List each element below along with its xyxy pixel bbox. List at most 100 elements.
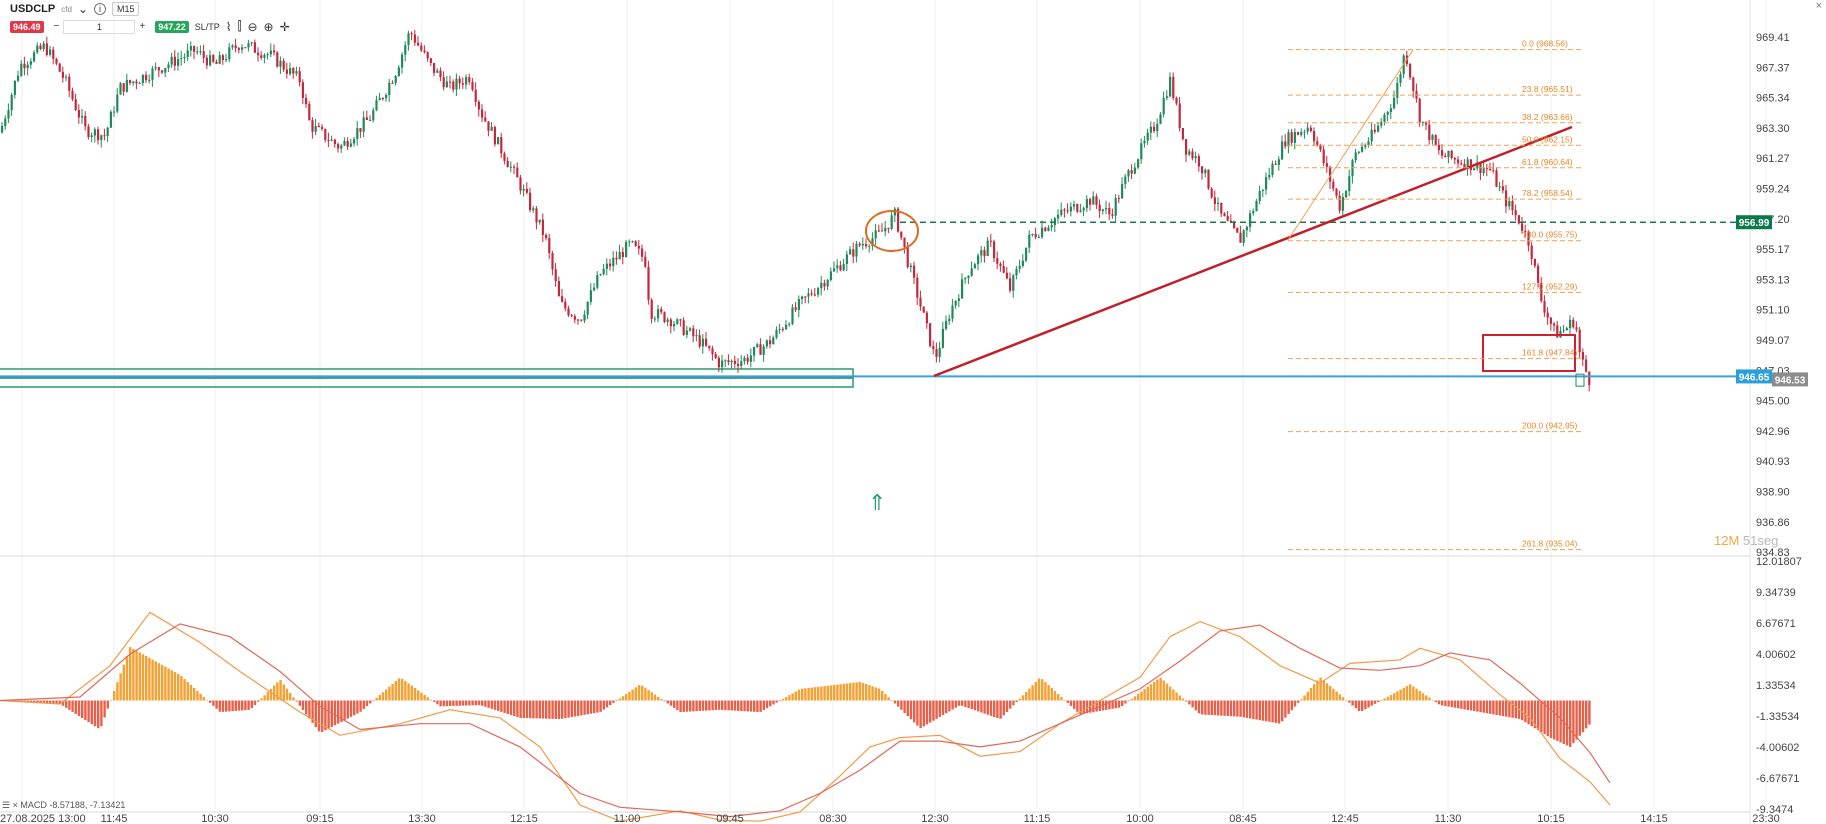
plus-button[interactable]: +: [139, 21, 146, 32]
line-chart-icon[interactable]: ⌇: [225, 19, 232, 34]
macd-histogram-bar: [839, 684, 842, 701]
candle-body: [301, 82, 304, 98]
candle-body: [173, 56, 176, 66]
macd-histogram-bar: [605, 700, 609, 708]
info-icon[interactable]: i: [93, 3, 106, 15]
candle-body: [727, 360, 730, 363]
candle-body: [669, 319, 672, 327]
candle-body: [135, 81, 138, 84]
candle-body: [762, 346, 765, 355]
macd-histogram-bar: [1588, 700, 1591, 725]
macd-histogram-bar: [1418, 690, 1421, 701]
candle-body: [1069, 206, 1072, 212]
macd-histogram-bar: [673, 700, 676, 708]
candle-body: [849, 249, 852, 255]
macd-histogram-bar: [1236, 700, 1239, 717]
macd-histogram-bar: [653, 694, 657, 701]
macd-histogram-bar: [762, 700, 765, 711]
candle-body: [941, 328, 944, 348]
candle-body: [1549, 317, 1552, 324]
macd-histogram-bar: [285, 688, 289, 701]
candle-body: [909, 265, 912, 268]
indicator-close-icon[interactable]: ×: [12, 800, 18, 810]
macd-histogram-bar: [669, 700, 673, 706]
candle-body: [797, 299, 800, 310]
candle-body: [349, 143, 352, 147]
candle-body: [13, 80, 16, 95]
macd-histogram-bar: [426, 697, 429, 701]
trend-line: [933, 125, 1573, 378]
candle-body: [817, 288, 820, 295]
candle-body: [586, 301, 589, 315]
candle-body: [1057, 214, 1060, 219]
candle-body: [906, 247, 909, 268]
macd-histogram-bar: [698, 700, 701, 711]
macd-histogram-bar: [308, 700, 311, 719]
crosshair-icon[interactable]: ✛: [279, 19, 290, 34]
sell-price-button[interactable]: 946.49: [10, 20, 44, 33]
macd-histogram-bar: [1073, 700, 1076, 709]
macd-histogram-bar: [247, 700, 250, 710]
candle-body: [497, 137, 500, 145]
zoom-out-icon[interactable]: ⊖: [247, 19, 258, 34]
quantity-input[interactable]: 1: [63, 19, 136, 34]
macd-histogram-bar: [1185, 700, 1188, 702]
macd-histogram-bar: [708, 700, 711, 711]
candle-body: [71, 90, 74, 100]
candle-body: [250, 42, 253, 44]
candle-body: [369, 119, 372, 121]
macd-histogram-bar: [951, 700, 954, 710]
macd-histogram-bar: [193, 687, 196, 701]
candle-body: [484, 117, 487, 122]
macd-histogram-bar: [1335, 691, 1338, 701]
candle-body: [186, 50, 189, 57]
candles-icon[interactable]: ⫿: [237, 19, 242, 33]
macd-histogram-bar: [1585, 700, 1588, 729]
macd-histogram-bar: [1537, 700, 1540, 731]
macd-histogram-bar: [228, 700, 231, 712]
candle-body: [1089, 199, 1092, 205]
macd-histogram-bar: [541, 700, 545, 719]
candle-body: [295, 71, 298, 74]
macd-histogram-bar: [305, 700, 308, 715]
candle-body: [260, 55, 263, 58]
candle-body: [733, 360, 736, 364]
candle-body: [449, 81, 452, 83]
candle-body: [20, 63, 23, 76]
macd-histogram-bar: [365, 700, 369, 707]
candle-body: [1204, 169, 1207, 174]
candle-body: [1181, 128, 1184, 140]
buy-price-button[interactable]: 947.22: [155, 20, 189, 33]
candle-body: [689, 328, 692, 331]
candle-body: [967, 275, 970, 279]
macd-histogram-bar: [58, 700, 61, 704]
close-icon[interactable]: ×: [1815, 0, 1822, 12]
candle-body: [1322, 149, 1325, 164]
symbol-label[interactable]: USDCLP: [10, 3, 56, 15]
minus-button[interactable]: −: [53, 21, 60, 32]
timeframe-select[interactable]: M15: [111, 2, 140, 16]
fib-level-label: 161.8 (947.84): [1522, 348, 1577, 358]
candle-body: [401, 54, 404, 68]
candle-body: [717, 357, 720, 368]
candle-body: [327, 139, 330, 141]
candle-body: [1319, 144, 1322, 150]
macd-histogram-bar: [836, 684, 839, 701]
sltp-button[interactable]: SL/TP: [194, 21, 220, 32]
fib-level-label: 261.8 (935.04): [1522, 539, 1577, 549]
candle-body: [993, 241, 996, 259]
fib-level-label: 38.2 (963.66): [1522, 112, 1573, 122]
candle-body: [1540, 282, 1543, 301]
macd-histogram-bar: [378, 695, 381, 701]
chevron-down-icon[interactable]: ⌄: [77, 2, 88, 16]
fib-level-label: 0.0 (968.56): [1522, 39, 1568, 49]
candle-body: [269, 50, 272, 55]
zoom-in-icon[interactable]: ⊕: [263, 19, 274, 34]
candle-body: [634, 241, 637, 246]
indicator-menu-icon[interactable]: ☰: [2, 800, 11, 810]
candle-body: [794, 307, 797, 310]
macd-histogram-bar: [186, 682, 189, 701]
target-box: [1482, 334, 1576, 372]
candle-body: [1175, 97, 1178, 104]
